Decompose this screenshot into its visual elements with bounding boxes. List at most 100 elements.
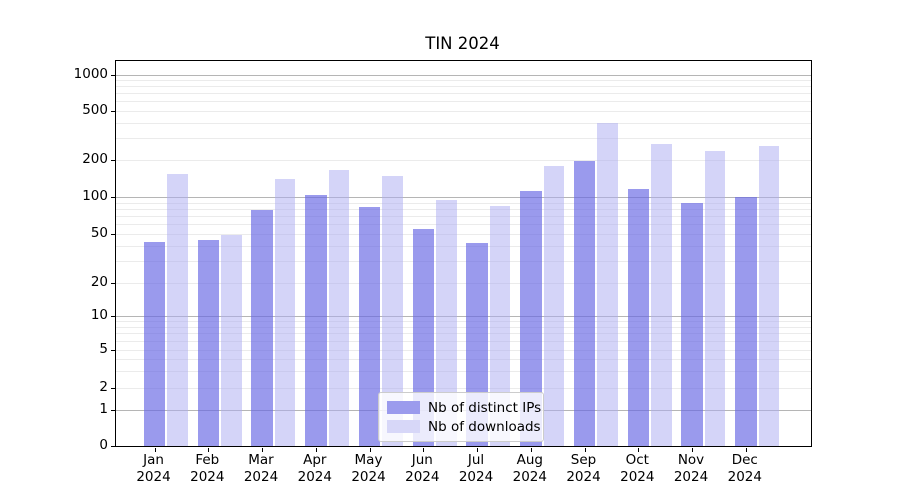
minor-gridline <box>116 283 811 284</box>
legend-label-distinct-ips: Nb of distinct IPs <box>428 399 542 416</box>
bar-distinct-ips-oct <box>627 189 649 446</box>
bar-distinct-ips-feb <box>197 239 219 446</box>
minor-gridline <box>116 208 811 210</box>
bar-downloads-jul <box>489 206 511 446</box>
x-tick-mark <box>262 448 263 452</box>
y-tick-label: 5 <box>99 340 108 357</box>
minor-gridline <box>116 340 811 342</box>
y-tick-mark <box>111 316 115 317</box>
x-tick-mark <box>530 448 532 452</box>
x-tick-mark <box>369 448 371 452</box>
y-tick-label: 10 <box>90 307 108 323</box>
x-tick-mark <box>477 448 478 452</box>
bar-downloads-nov <box>704 151 726 446</box>
bar-distinct-ips-apr <box>305 195 327 446</box>
y-tick-mark <box>111 74 115 76</box>
legend-item-distinct-ips: Nb of distinct IPs <box>387 398 541 417</box>
x-tick-label: May 2024 <box>351 452 386 485</box>
y-tick-mark <box>111 159 115 161</box>
minor-gridline <box>116 245 811 247</box>
x-tick-mark <box>638 448 640 452</box>
x-tick-label: Nov 2024 <box>673 452 709 485</box>
x-axis-tick-labels: Jan 2024 Feb 2024 Mar 2024 Apr 2024 May 2024 Jun 20… <box>115 452 810 492</box>
bar-downloads-aug <box>543 166 565 446</box>
y-tick-label: 1 <box>99 401 108 417</box>
minor-gridline <box>116 93 811 95</box>
x-tick-mark <box>154 448 156 452</box>
minor-gridline <box>116 261 811 263</box>
chart-title: TIN 2024 <box>425 34 500 53</box>
bar-distinct-ips-jan <box>143 242 166 446</box>
minor-gridline <box>116 326 811 328</box>
minor-gridline <box>116 388 811 389</box>
minor-gridline <box>116 122 811 124</box>
minor-gridline <box>116 202 811 204</box>
bar-downloads-jan <box>167 174 188 446</box>
x-tick-mark <box>692 448 693 452</box>
x-tick-label: Jul 2024 <box>458 452 494 485</box>
major-gridline <box>116 316 811 317</box>
bar-downloads-mar <box>274 178 296 446</box>
y-tick-mark <box>111 446 115 447</box>
minor-gridline <box>116 159 811 161</box>
x-tick-mark <box>745 448 747 452</box>
x-tick-label: Mar 2024 <box>243 452 279 485</box>
bar-distinct-ips-mar <box>251 210 273 446</box>
y-tick-label: 1000 <box>73 65 108 82</box>
bar-downloads-feb <box>221 235 242 446</box>
y-axis-tick-labels: 0 1 2 5 10 20 50 100 200 500 1000 <box>0 60 108 453</box>
major-gridline <box>116 74 811 76</box>
y-tick-label: 20 <box>90 274 108 290</box>
minor-gridline <box>116 138 811 139</box>
legend: Nb of distinct IPs Nb of downloads <box>378 392 544 442</box>
bar-downloads-sep <box>597 122 618 446</box>
minor-gridline <box>116 101 811 103</box>
y-tick-mark <box>111 349 115 351</box>
bar-downloads-jun <box>436 200 457 446</box>
plot-area <box>111 60 812 452</box>
minor-gridline <box>116 321 811 323</box>
y-tick-label: 200 <box>82 150 108 167</box>
minor-gridline <box>116 224 811 226</box>
x-tick-mark <box>423 448 425 452</box>
y-tick-mark <box>111 388 115 389</box>
y-tick-mark <box>111 410 115 411</box>
x-tick-label: Dec 2024 <box>727 452 762 485</box>
legend-item-downloads: Nb of downloads <box>387 417 541 436</box>
minor-gridline <box>116 333 811 335</box>
minor-gridline <box>116 86 811 88</box>
x-tick-label: Feb 2024 <box>190 452 225 485</box>
x-tick-mark <box>208 448 210 452</box>
y-tick-mark <box>111 197 115 198</box>
legend-swatch-distinct-ips <box>387 401 420 414</box>
minor-gridline <box>116 234 811 235</box>
legend-swatch-downloads <box>387 420 420 433</box>
y-tick-label: 50 <box>90 225 108 241</box>
minor-gridline <box>116 358 811 360</box>
bar-distinct-ips-dec <box>735 196 757 446</box>
y-tick-mark <box>111 283 115 284</box>
bar-distinct-ips-may <box>358 206 381 446</box>
minor-gridline <box>116 371 811 372</box>
major-gridline <box>116 197 811 198</box>
y-tick-label: 500 <box>82 102 108 118</box>
bar-distinct-ips-jun <box>412 228 434 446</box>
bar-distinct-ips-sep <box>573 161 596 446</box>
x-tick-mark <box>584 448 586 452</box>
y-tick-label: 0 <box>99 437 108 453</box>
y-tick-label: 2 <box>99 379 108 395</box>
minor-gridline <box>116 349 811 351</box>
y-tick-mark <box>111 111 115 112</box>
x-tick-label: Oct 2024 <box>620 452 655 485</box>
bar-downloads-dec <box>758 145 780 446</box>
x-tick-label: Aug 2024 <box>512 452 547 485</box>
minor-gridline <box>116 216 811 217</box>
minor-gridline <box>116 111 811 112</box>
x-tick-label: Apr 2024 <box>297 452 332 485</box>
bar-distinct-ips-aug <box>520 190 542 446</box>
bar-downloads-oct <box>651 143 672 446</box>
x-tick-label: Jun 2024 <box>405 452 440 485</box>
bar-downloads-may <box>382 175 403 446</box>
x-tick-label: Jan 2024 <box>136 452 171 485</box>
